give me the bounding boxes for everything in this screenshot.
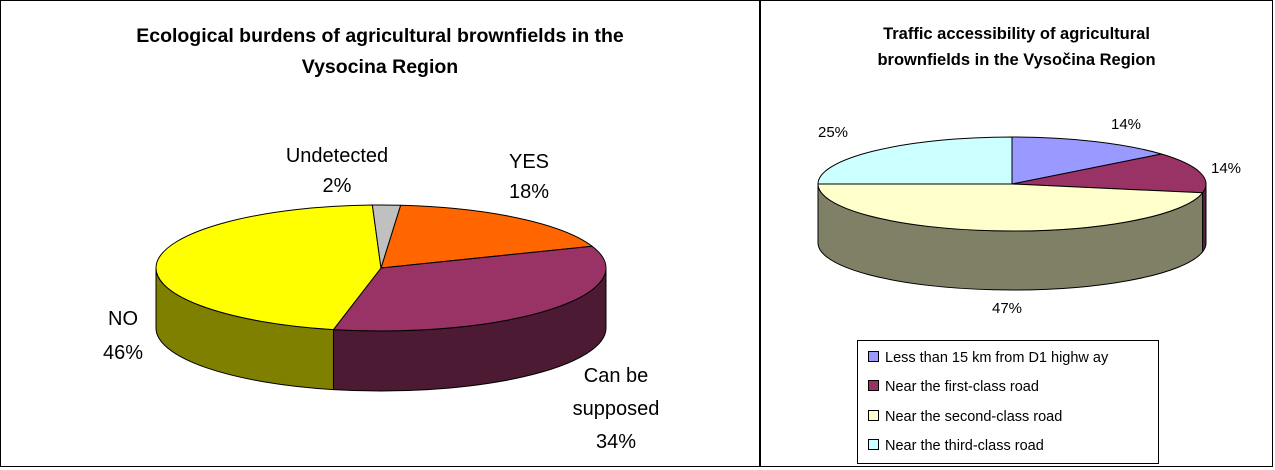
data-label: 18% (509, 181, 549, 203)
legend-label: Near the third-class road (885, 438, 1044, 454)
pie-slice (1011, 153, 1207, 194)
pie-slice (817, 183, 1204, 232)
chart-title: Ecological burdens of agricultural brown… (1, 21, 759, 83)
data-label: YES (509, 151, 549, 173)
legend-swatch (868, 410, 879, 421)
traffic-accessibility-pie-chart: 14% 14% 47% 25% (817, 116, 1241, 317)
data-label: 47% (992, 300, 1022, 317)
chart-title-line-2: Vysocina Region (301, 56, 459, 78)
chart-title-line-1: Ecological burdens of agricultural brown… (136, 25, 624, 47)
ecological-burdens-pie-chart: YES 18% Can be supposed 34% NO 46% Undetected 2% (103, 145, 660, 453)
legend-swatch (868, 439, 879, 450)
chart-title-line-2: brownfields in the Vysočina Region (877, 51, 1156, 69)
legend-label: Near the second-class road (885, 409, 1063, 425)
pie-slice (1011, 136, 1162, 185)
data-label: 2% (323, 175, 352, 197)
traffic-accessibility-chart-panel: Traffic accessibility of agricultural br… (760, 0, 1273, 467)
legend-item: Less than 15 km from D1 highw ay (868, 349, 1108, 367)
chart-legend: Less than 15 km from D1 highw ay Near th… (857, 340, 1159, 464)
pie-slice (380, 204, 593, 269)
chart-title: Traffic accessibility of agricultural br… (761, 21, 1272, 73)
legend-item: Near the second-class road (868, 408, 1062, 426)
data-label: Undetected (286, 145, 388, 167)
ecological-burdens-chart-panel: Ecological burdens of agricultural brown… (0, 0, 760, 467)
legend-swatch (868, 380, 879, 391)
data-label: 46% (103, 342, 143, 364)
data-label: 25% (818, 124, 848, 141)
pie-slice-tops (155, 204, 607, 332)
pie-slice (155, 204, 382, 331)
data-label: supposed (573, 398, 660, 420)
legend-item: Near the third-class road (868, 437, 1044, 455)
data-label: 34% (596, 431, 636, 453)
pie-slice-tops (817, 136, 1207, 232)
pie-slice (817, 136, 1013, 185)
legend-swatch (868, 351, 879, 362)
pie-slice (332, 245, 607, 332)
pie-slice-side (1202, 183, 1207, 253)
data-label: NO (108, 308, 138, 330)
data-label: 14% (1111, 116, 1141, 133)
data-label: Can be (584, 365, 649, 387)
data-label: 14% (1211, 160, 1241, 177)
legend-label: Near the first-class road (885, 379, 1039, 395)
legend-item: Near the first-class road (868, 378, 1039, 396)
chart-title-line-1: Traffic accessibility of agricultural (883, 25, 1150, 43)
pie-slice (371, 204, 402, 269)
legend-label: Less than 15 km from D1 highw ay (885, 350, 1109, 366)
